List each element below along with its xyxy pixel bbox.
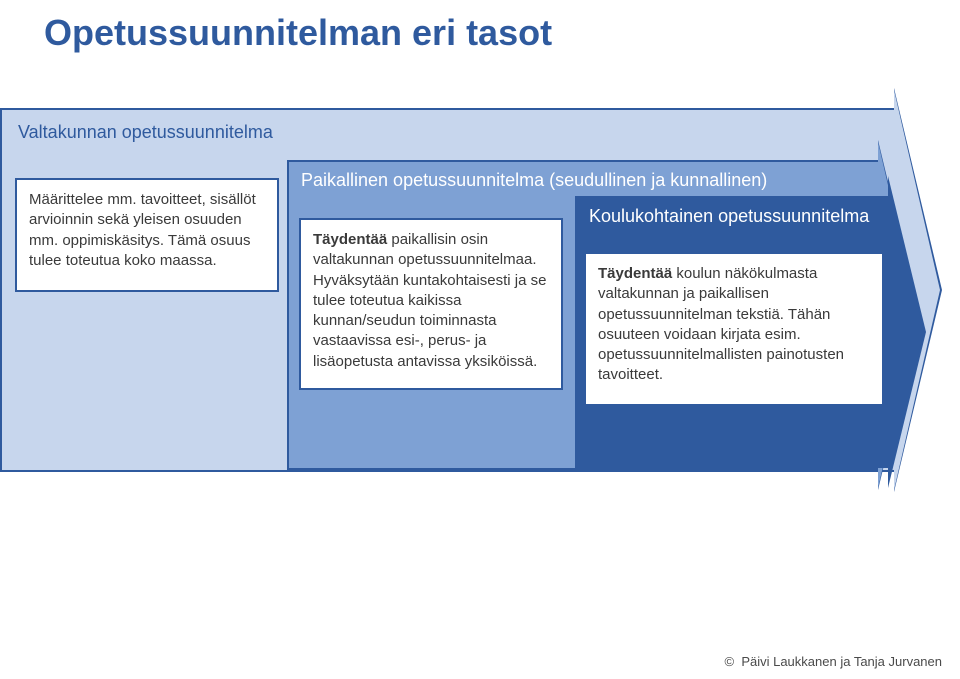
level3-box-text: koulun näkökulmasta valtakunnan ja paika… bbox=[598, 265, 844, 383]
level2-box: Täydentää paikallisin osin valtakunnan o… bbox=[299, 218, 563, 390]
level2-title: Paikallinen opetussuunnitelma (seudullin… bbox=[301, 170, 767, 191]
copyright-icon: © bbox=[724, 654, 734, 669]
level2-box-text: paikallisin osin valtakunnan opetussuunn… bbox=[313, 231, 546, 370]
level3-box: Täydentää koulun näkökulmasta valtakunna… bbox=[584, 252, 884, 406]
level1-box: Määrittelee mm. tavoitteet, sisällöt arv… bbox=[15, 178, 279, 292]
footer-text: Päivi Laukkanen ja Tanja Jurvanen bbox=[741, 654, 942, 669]
level2-box-lead: Täydentää bbox=[313, 231, 387, 248]
slide: Opetussuunnitelman eri tasot Valtakunnan… bbox=[0, 0, 960, 679]
level1-title: Valtakunnan opetussuunnitelma bbox=[18, 122, 273, 143]
level3-title: Koulukohtainen opetussuunnitelma bbox=[589, 206, 869, 227]
level3-box-lead: Täydentää bbox=[598, 265, 672, 282]
page-title: Opetussuunnitelman eri tasot bbox=[44, 12, 552, 54]
level3-arrow-head bbox=[888, 178, 924, 486]
level1-box-text: Määrittelee mm. tavoitteet, sisällöt arv… bbox=[29, 191, 256, 269]
footer-credit: © Päivi Laukkanen ja Tanja Jurvanen bbox=[724, 654, 942, 669]
